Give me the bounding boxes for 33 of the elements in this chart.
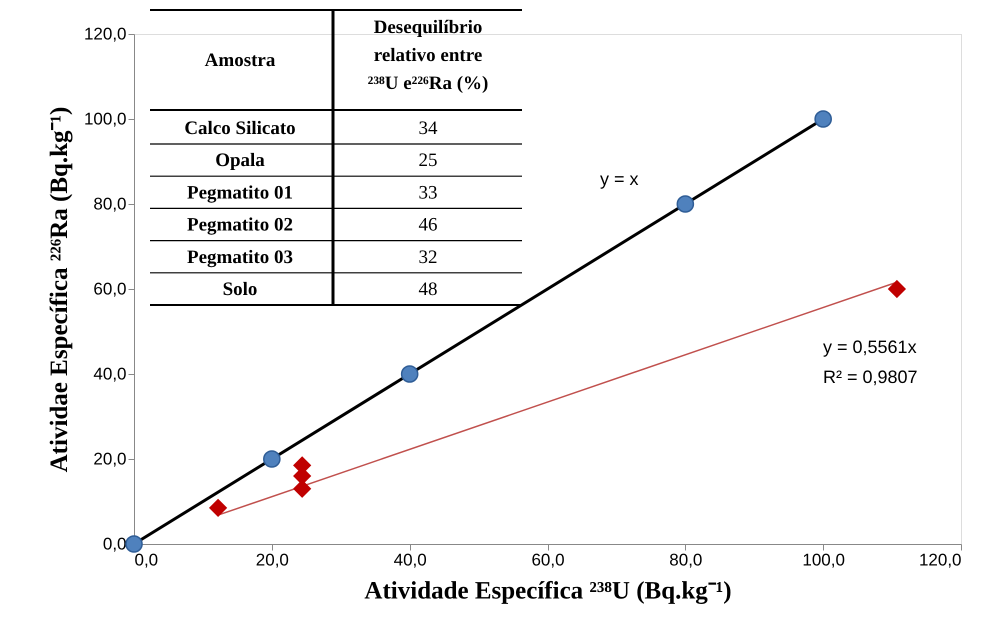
y-axis-title: Atividae Específica ²²⁶Ra (Bq.kg⁻¹) (46, 106, 73, 472)
annotation: Solo (222, 279, 258, 300)
x-tick-label: 80,0 (669, 550, 702, 570)
y-tick-label: 60,0 (93, 280, 126, 298)
x-tick-label: 20,0 (256, 550, 289, 570)
x-tick-label: 0,0 (134, 550, 158, 570)
annotation: 32 (418, 246, 438, 268)
y-tick-label: 120,0 (84, 24, 126, 44)
x-tick-label: 40,0 (394, 550, 427, 570)
annotation: 34 (418, 118, 438, 139)
annotation: y = 0,5561x (823, 337, 917, 357)
annotation: 33 (418, 182, 438, 204)
y-tick-label: 0,0 (102, 534, 126, 554)
annotation: 46 (418, 214, 438, 236)
annotation: Opala (215, 150, 266, 172)
annotation: Desequilíbrio relativo entre ²³⁸U e²²⁶Ra (%) (368, 17, 488, 94)
annotation: R² = 0,9807 (823, 367, 918, 387)
annotation: Pegmatito 03 (186, 246, 294, 268)
y-tick-label: 100,0 (84, 110, 126, 128)
x-tick-label: 60,0 (531, 550, 565, 570)
y-tick-label: 80,0 (93, 194, 126, 214)
annotation: Amostra (204, 50, 276, 71)
y-tick-label: 20,0 (93, 450, 126, 468)
x-tick-label: 100,0 (802, 550, 845, 570)
annotation: Pegmatito 01 (186, 182, 294, 204)
annotation: 48 (418, 279, 438, 300)
x-axis-title: Atividade Específica ²³⁸U (Bq.kg⁻¹) (364, 578, 732, 604)
annotation: y = x (600, 169, 639, 189)
y-tick-label: 40,0 (93, 364, 126, 384)
annotation: Calco Silicato (184, 118, 296, 139)
annotation: Pegmatito 02 (186, 214, 294, 236)
annotation: 25 (418, 150, 438, 172)
x-tick-label: 120,0 (918, 550, 962, 570)
